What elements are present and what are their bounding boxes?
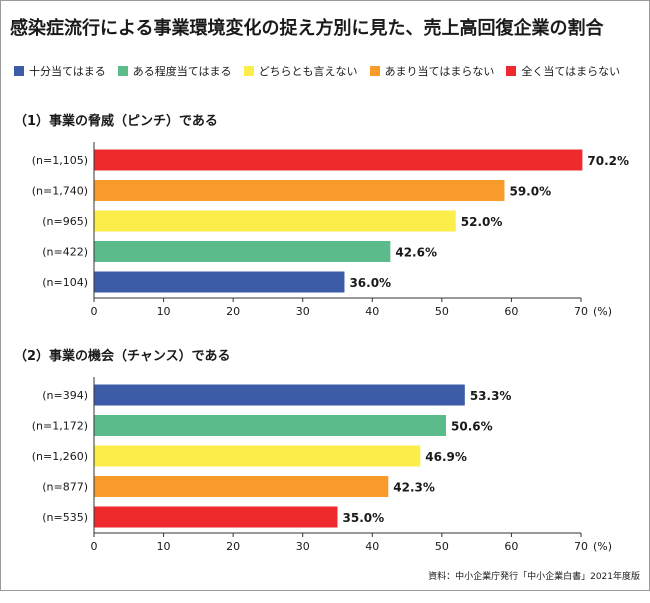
x-tick-label-0: 0 bbox=[91, 540, 98, 553]
x-tick-label-1: 10 bbox=[157, 305, 171, 318]
legend-label-3: あまり当てはまらない bbox=[384, 65, 495, 78]
category-label-2: (n=965) bbox=[42, 215, 88, 228]
value-label-1: 50.6% bbox=[451, 420, 493, 434]
legend-item-1: ある程度当てはまる bbox=[117, 63, 232, 79]
chart-svg: (n=1,105) 70.2% (n=1,740) 59.0% (n=965) 52.0%… bbox=[32, 142, 629, 318]
value-label-4: 36.0% bbox=[349, 276, 391, 290]
category-label-4: (n=104) bbox=[42, 276, 88, 289]
legend-item-3: あまり当てはまらない bbox=[369, 63, 495, 79]
bar-3 bbox=[94, 476, 389, 497]
value-label-3: 42.3% bbox=[393, 481, 435, 495]
legend: 十分当てはまる ある程度当てはまる どちらとも言えない あまり当てはまらない 全… bbox=[14, 63, 632, 79]
section-title-opportunity: （2）事業の機会（チャンス）である bbox=[14, 349, 231, 364]
category-label-1: (n=1,172) bbox=[32, 420, 88, 433]
category-label-4: (n=535) bbox=[42, 511, 88, 524]
value-label-2: 52.0% bbox=[461, 215, 503, 229]
x-tick-label-4: 40 bbox=[365, 305, 379, 318]
category-label-3: (n=877) bbox=[42, 481, 88, 494]
x-axis-unit: (%) bbox=[593, 540, 612, 553]
legend-item-2: どちらとも言えない bbox=[243, 63, 358, 79]
category-label-2: (n=1,260) bbox=[32, 450, 88, 463]
bar-1 bbox=[94, 180, 505, 201]
x-tick-label-3: 30 bbox=[296, 540, 310, 553]
section-title-threat: （1）事業の脅威（ピンチ）である bbox=[14, 114, 218, 129]
x-tick-label-7: 70 bbox=[574, 305, 588, 318]
x-tick-label-2: 20 bbox=[226, 540, 240, 553]
category-label-1: (n=1,740) bbox=[32, 185, 88, 198]
category-label-0: (n=394) bbox=[42, 389, 88, 402]
category-label-0: (n=1,105) bbox=[32, 154, 88, 167]
legend-swatch-4 bbox=[506, 66, 517, 76]
bar-1 bbox=[94, 415, 447, 436]
x-tick-label-2: 20 bbox=[226, 305, 240, 318]
bar-4 bbox=[94, 506, 338, 528]
chart-threat: (n=1,105) 70.2% (n=1,740) 59.0% (n=965) 52.0%… bbox=[0, 138, 650, 368]
legend-swatch-3 bbox=[369, 66, 380, 76]
value-label-0: 53.3% bbox=[470, 389, 512, 403]
x-tick-label-7: 70 bbox=[574, 540, 588, 553]
x-tick-label-1: 10 bbox=[157, 540, 171, 553]
x-tick-label-0: 0 bbox=[91, 305, 98, 318]
x-tick-label-6: 60 bbox=[504, 305, 518, 318]
bar-0 bbox=[94, 149, 583, 171]
legend-item-0: 十分当てはまる bbox=[14, 63, 106, 79]
bar-0 bbox=[94, 384, 465, 406]
legend-item-4: 全く当てはまらない bbox=[506, 63, 620, 79]
chart-title: 感染症流行による事業環境変化の捉え方別に見た、売上高回復企業の割合 bbox=[10, 18, 604, 39]
x-tick-label-3: 30 bbox=[296, 305, 310, 318]
value-label-0: 70.2% bbox=[587, 154, 629, 168]
source-note: 資料：中小企業庁発行「中小企業白書」2021年度版 bbox=[428, 572, 640, 582]
legend-swatch-1 bbox=[117, 66, 128, 76]
bar-2 bbox=[94, 210, 456, 232]
chart-svg: (n=394) 53.3% (n=1,172) 50.6% (n=1,260) 46.9%… bbox=[32, 377, 612, 553]
x-tick-label-5: 50 bbox=[435, 540, 449, 553]
x-tick-label-6: 60 bbox=[504, 540, 518, 553]
bar-3 bbox=[94, 241, 391, 262]
value-label-2: 46.9% bbox=[425, 450, 467, 464]
legend-swatch-0 bbox=[14, 66, 24, 76]
x-tick-label-5: 50 bbox=[435, 305, 449, 318]
legend-label-1: ある程度当てはまる bbox=[132, 65, 232, 78]
value-label-4: 35.0% bbox=[343, 511, 385, 525]
value-label-3: 42.6% bbox=[395, 246, 437, 260]
legend-label-0: 十分当てはまる bbox=[29, 65, 106, 78]
bar-2 bbox=[94, 445, 421, 467]
legend-label-2: どちらとも言えない bbox=[258, 65, 358, 78]
x-axis-unit: (%) bbox=[593, 305, 612, 318]
bar-4 bbox=[94, 271, 345, 293]
legend-label-4: 全く当てはまらない bbox=[521, 65, 621, 78]
x-tick-label-4: 40 bbox=[365, 540, 379, 553]
category-label-3: (n=422) bbox=[42, 246, 88, 259]
value-label-1: 59.0% bbox=[509, 185, 551, 199]
legend-swatch-2 bbox=[243, 66, 254, 76]
chart-opportunity: (n=394) 53.3% (n=1,172) 50.6% (n=1,260) 46.9%… bbox=[0, 373, 650, 603]
